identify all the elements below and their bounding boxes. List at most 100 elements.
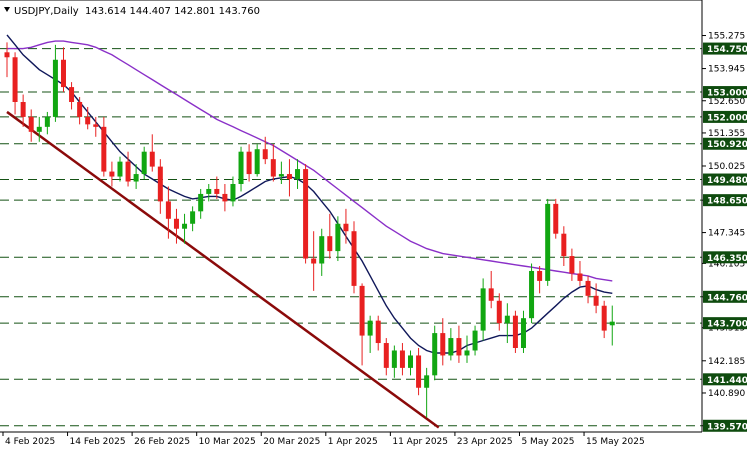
candle-body (464, 350, 470, 356)
level-label-box (703, 42, 747, 55)
price-tick-label: 152.650 (708, 97, 745, 107)
fast-moving-average (6, 34, 613, 354)
candle-body (157, 166, 163, 202)
date-tick-label: 11 Apr 2025 (392, 437, 448, 447)
descending-trendline[interactable] (6, 110, 440, 429)
candle-body (480, 288, 486, 331)
candle-body (303, 169, 309, 259)
candlesticks (4, 42, 615, 418)
candle-body (101, 126, 107, 172)
price-tick-label: 147.345 (708, 229, 745, 239)
candle-body (335, 223, 341, 252)
price-tick-label: 155.275 (708, 32, 745, 42)
price-tick-label: 140.890 (708, 389, 745, 399)
candle-body (496, 300, 502, 324)
candle-body (109, 171, 115, 177)
candle-body (367, 320, 373, 336)
level-label-text: 152.000 (707, 113, 748, 123)
ohlc-values: 143.614 144.407 142.801 143.760 (85, 6, 260, 17)
date-tick-label: 26 Feb 2025 (134, 437, 190, 447)
price-tick-label: 151.355 (708, 129, 745, 139)
candle-body (472, 330, 478, 351)
price-tick-label: 142.185 (708, 357, 745, 367)
level-label-box (703, 86, 747, 99)
candle-body (416, 355, 422, 388)
level-label-text: 139.570 (707, 422, 748, 432)
candle-body (351, 231, 357, 286)
chevron-down-icon[interactable] (4, 7, 10, 12)
candle-body (125, 161, 131, 182)
candle-body (319, 236, 325, 264)
candle-body (359, 285, 365, 336)
candle-body (52, 59, 58, 117)
level-label-box (703, 290, 747, 303)
date-tick-label: 20 Mar 2025 (263, 437, 320, 447)
date-tick-label: 5 May 2025 (521, 437, 574, 447)
candle-body (391, 350, 397, 368)
date-tick-label: 14 Feb 2025 (70, 437, 126, 447)
slow-moving-average (7, 40, 613, 282)
candle-body (60, 59, 66, 88)
candle-body (44, 116, 50, 127)
level-label-box (703, 110, 747, 123)
candle-body (537, 270, 543, 281)
candle-body (488, 288, 494, 301)
candle-body (93, 124, 99, 127)
price-tick-label: 150.025 (708, 162, 745, 172)
candle-body (295, 169, 301, 180)
candle-body (190, 211, 196, 224)
date-tick-label: 4 Feb 2025 (5, 437, 55, 447)
candle-body (198, 193, 204, 212)
candle-body (133, 174, 139, 182)
candle-body (375, 320, 381, 344)
level-label-text: 154.750 (707, 45, 748, 55)
candle-body (553, 203, 559, 234)
level-label-text: 144.760 (707, 293, 748, 303)
candle-body (12, 57, 18, 102)
symbol-label: USDJPY,Daily (14, 6, 79, 17)
candle-body (585, 280, 591, 296)
level-label-text: 143.700 (707, 320, 748, 330)
candle-body (399, 350, 405, 368)
level-label-box (703, 373, 747, 386)
candle-body (149, 151, 155, 167)
candle-body (545, 203, 551, 281)
candle-body (569, 256, 575, 274)
candle-body (4, 52, 10, 58)
candle-body (238, 151, 244, 184)
candle-body (609, 321, 615, 326)
candle-body (440, 333, 446, 356)
candle-body (448, 338, 454, 356)
candle-body (173, 218, 179, 229)
candle-body (85, 116, 91, 125)
candle-body (601, 305, 607, 331)
candle-body (577, 273, 583, 281)
level-label-text: 153.000 (707, 89, 748, 99)
level-label-text: 148.650 (707, 197, 748, 207)
candle-body (117, 161, 123, 177)
date-axis: 4 Feb 2025 14 Feb 2025 26 Feb 2025 10 Mar 2… (2, 432, 645, 447)
date-tick-label: 1 Apr 2025 (328, 437, 378, 447)
level-label-box (703, 419, 747, 432)
ma-fast-line (6, 34, 613, 354)
level-label-text: 141.440 (707, 376, 748, 386)
candle-body (529, 270, 535, 319)
candle-body (561, 233, 567, 257)
candle-body (262, 149, 268, 160)
candle-body (28, 116, 34, 132)
candle-body (408, 355, 413, 368)
level-label-box (703, 137, 747, 150)
candle-body (270, 159, 276, 177)
candle-body (36, 126, 42, 132)
candle-body (383, 343, 389, 368)
candle-body (20, 102, 26, 117)
level-label-text: 149.480 (707, 176, 748, 186)
candle-body (69, 87, 75, 102)
candle-body (222, 193, 228, 202)
chart-header: USDJPY,Daily 143.614 144.407 142.801 143… (4, 6, 260, 17)
date-tick-label: 15 May 2025 (586, 437, 645, 447)
candle-body (311, 258, 317, 264)
candle-body (327, 236, 333, 252)
